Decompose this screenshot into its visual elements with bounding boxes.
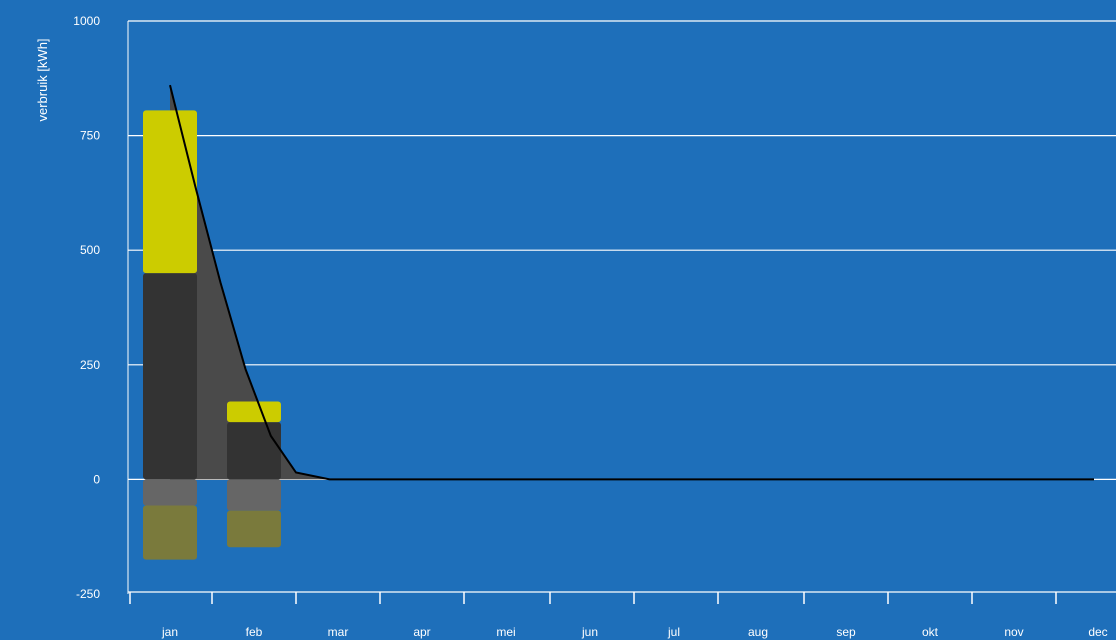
x-tick-label-okt: okt xyxy=(922,625,939,639)
y-axis: -250 0 250 500 750 1000 xyxy=(73,14,129,601)
y-tick-label: 0 xyxy=(93,472,100,486)
bars xyxy=(143,110,281,560)
y-tick-label: -250 xyxy=(76,587,100,601)
x-tick-label-jun: jun xyxy=(581,625,598,639)
bar-feb-series-0 xyxy=(227,422,281,480)
curve-line xyxy=(169,84,1094,481)
y-tick-label: 250 xyxy=(80,358,100,372)
x-tick-label-jan: jan xyxy=(161,625,178,639)
bar-jan-series-0 xyxy=(143,273,197,480)
x-tick-label-jul: jul xyxy=(667,625,680,639)
curve-area xyxy=(170,85,1094,480)
y-tick-label: 750 xyxy=(80,129,100,143)
x-axis: jan feb mar apr mei jun jul aug sep okt nov dec xyxy=(128,591,1116,639)
x-tick-label-sep: sep xyxy=(836,625,856,639)
x-tick-label-aug: aug xyxy=(748,625,768,639)
bar-feb-series-3 xyxy=(227,510,281,548)
bar-feb-series-1 xyxy=(227,401,281,423)
y-axis-title: verbruik [kWh] xyxy=(35,38,50,121)
x-tick-label-nov: nov xyxy=(1004,625,1023,639)
x-tick-label-dec: dec xyxy=(1088,625,1107,639)
bar-jan-series-3 xyxy=(143,505,197,560)
bar-feb-series-2 xyxy=(227,479,281,511)
y-tick-label: 500 xyxy=(80,243,100,257)
x-tick-label-mei: mei xyxy=(496,625,515,639)
x-tick-label-apr: apr xyxy=(413,625,430,639)
y-tick-label: 1000 xyxy=(73,14,100,28)
bar-jan-series-1 xyxy=(143,110,197,274)
x-tick-label-mar: mar xyxy=(328,625,349,639)
bar-jan-series-2 xyxy=(143,479,197,506)
x-tick-label-feb: feb xyxy=(246,625,263,639)
